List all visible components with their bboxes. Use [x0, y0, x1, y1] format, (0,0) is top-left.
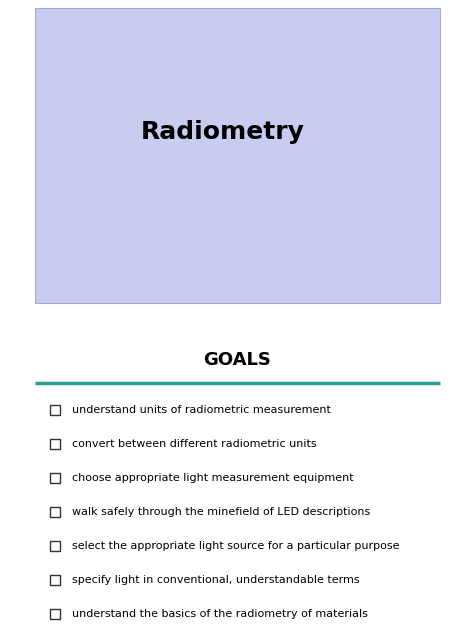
Bar [50, 507, 60, 517]
Text: understand units of radiometric measurement: understand units of radiometric measurem… [72, 405, 331, 415]
Text: specify light in conventional, understandable terms: specify light in conventional, understan… [72, 575, 360, 585]
Bar [50, 541, 60, 551]
Text: choose appropriate light measurement equipment: choose appropriate light measurement equ… [72, 473, 354, 483]
Text: Radiometry: Radiometry [141, 120, 304, 144]
Bar [50, 609, 60, 619]
Text: walk safely through the minefield of LED descriptions: walk safely through the minefield of LED… [72, 507, 370, 517]
Bar [50, 473, 60, 483]
FancyBboxPatch shape [35, 8, 440, 303]
Bar [50, 439, 60, 449]
Bar [50, 405, 60, 415]
Text: convert between different radiometric units: convert between different radiometric un… [72, 439, 317, 449]
Text: GOALS: GOALS [203, 351, 271, 369]
Bar [50, 575, 60, 585]
Text: select the appropriate light source for a particular purpose: select the appropriate light source for … [72, 541, 400, 551]
Text: understand the basics of the radiometry of materials: understand the basics of the radiometry … [72, 609, 368, 619]
